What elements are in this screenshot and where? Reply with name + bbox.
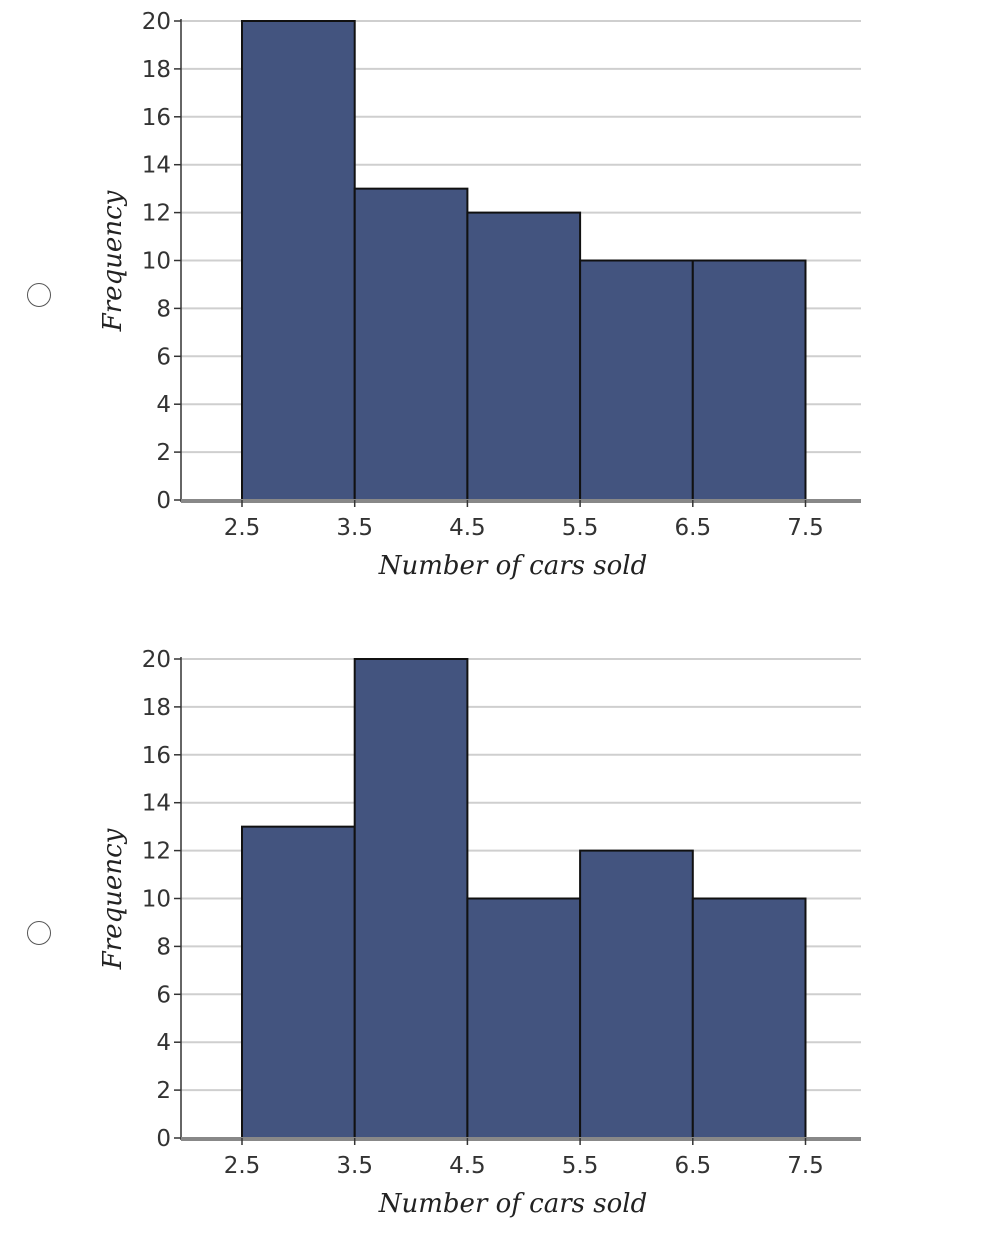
y-tick-label: 16	[142, 743, 171, 769]
y-tick-label: 0	[156, 1126, 171, 1152]
histogram-bar	[579, 849, 694, 1139]
x-tick-label: 6.5	[675, 515, 712, 541]
x-tick-label: 4.5	[449, 1153, 486, 1179]
y-tick-label: 18	[142, 57, 171, 83]
answer-option-1[interactable]: 0 2 4 6 8 10 12 14 16 18 20 2.5 3.5 4.5 5.5 6.5 7.5 Numbe…	[0, 0, 994, 610]
y-tick-label: 10	[142, 887, 171, 913]
histogram-bar	[466, 211, 582, 501]
y-tick-label: 0	[156, 488, 171, 514]
x-tick-label: 7.5	[787, 1153, 824, 1179]
x-tick-label: 5.5	[562, 1153, 599, 1179]
y-tick-label: 2	[156, 440, 171, 466]
y-tick-label: 2	[156, 1078, 171, 1104]
x-tick-label: 3.5	[336, 1153, 373, 1179]
y-tick-label: 14	[142, 791, 171, 817]
x-tick-label: 5.5	[562, 515, 599, 541]
histogram-bar	[353, 658, 469, 1139]
histogram-bar	[353, 187, 469, 501]
histogram-bar	[691, 897, 807, 1139]
x-tick-label: 4.5	[449, 515, 486, 541]
x-tick-label: 7.5	[787, 515, 824, 541]
histogram-bar	[466, 897, 582, 1139]
x-axis-title: Number of cars sold	[378, 1189, 647, 1219]
histogram-bar	[241, 825, 356, 1139]
y-axis-title: Frequency	[98, 190, 128, 332]
y-tick-label: 4	[156, 1030, 171, 1056]
histogram-option-1: 0 2 4 6 8 10 12 14 16 18 20 2.5 3.5 4.5 5.5 6.5 7.5 Numbe…	[98, 9, 861, 581]
x-tick-label: 3.5	[336, 515, 373, 541]
radio-button-option-1[interactable]	[27, 283, 51, 307]
y-tick-label: 6	[156, 982, 171, 1008]
y-tick-label: 4	[156, 392, 171, 418]
histogram-bar	[691, 259, 807, 501]
y-tick-label: 12	[142, 839, 171, 865]
y-tick-label: 20	[142, 9, 171, 35]
radio-button-option-2[interactable]	[27, 921, 51, 945]
histogram-bar	[579, 259, 694, 501]
y-axis-title: Frequency	[98, 828, 128, 970]
histogram-option-2: 0 2 4 6 8 10 12 14 16 18 20 2.5 3.5 4.5 5.5 6.5 7.5 Numbe…	[98, 647, 861, 1219]
x-tick-label: 6.5	[675, 1153, 712, 1179]
y-tick-label: 18	[142, 695, 171, 721]
x-axis-title: Number of cars sold	[378, 551, 647, 581]
y-tick-label: 10	[142, 249, 171, 275]
x-tick-label: 2.5	[224, 1153, 261, 1179]
y-tick-label: 8	[156, 296, 171, 322]
histogram-bar	[241, 20, 356, 501]
y-tick-label: 6	[156, 344, 171, 370]
y-tick-label: 20	[142, 647, 171, 673]
y-tick-label: 12	[142, 201, 171, 227]
y-tick-label: 8	[156, 934, 171, 960]
x-tick-label: 2.5	[224, 515, 261, 541]
y-tick-label: 16	[142, 105, 171, 131]
answer-option-2[interactable]: 0 2 4 6 8 10 12 14 16 18 20 2.5 3.5 4.5 5.5 6.5 7.5 Numbe…	[0, 638, 994, 1248]
y-tick-label: 14	[142, 153, 171, 179]
